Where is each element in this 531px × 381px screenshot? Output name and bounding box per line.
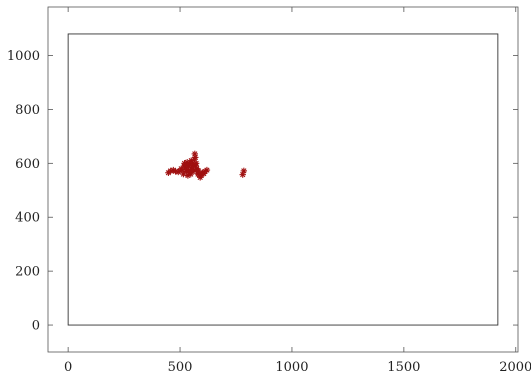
axes-frame (47, 6, 519, 353)
scatter-points (165, 150, 248, 181)
y-tick-label: 1000 (7, 49, 40, 64)
data-point (192, 154, 199, 161)
y-tick-label: 600 (15, 157, 40, 172)
x-tick-label: 1000 (275, 360, 308, 375)
y-tick-label: 800 (15, 103, 40, 118)
x-tick-label: 0 (64, 360, 72, 375)
x-tick-label: 1500 (387, 360, 420, 375)
axis-ticks (48, 7, 518, 352)
y-tick-label: 200 (15, 265, 40, 280)
data-point (187, 170, 194, 178)
reference-rectangle (67, 33, 499, 326)
data-point (192, 160, 200, 167)
x-tick-label: 2000 (499, 360, 531, 375)
data-point (203, 166, 211, 174)
x-tick-label: 500 (168, 360, 193, 375)
axis-tick-labels: 0 500 1000 1500 2000 0 200 400 600 800 1000 (7, 49, 531, 375)
y-tick-label: 400 (15, 211, 40, 226)
data-point (240, 167, 248, 175)
y-tick-label: 0 (32, 319, 40, 334)
